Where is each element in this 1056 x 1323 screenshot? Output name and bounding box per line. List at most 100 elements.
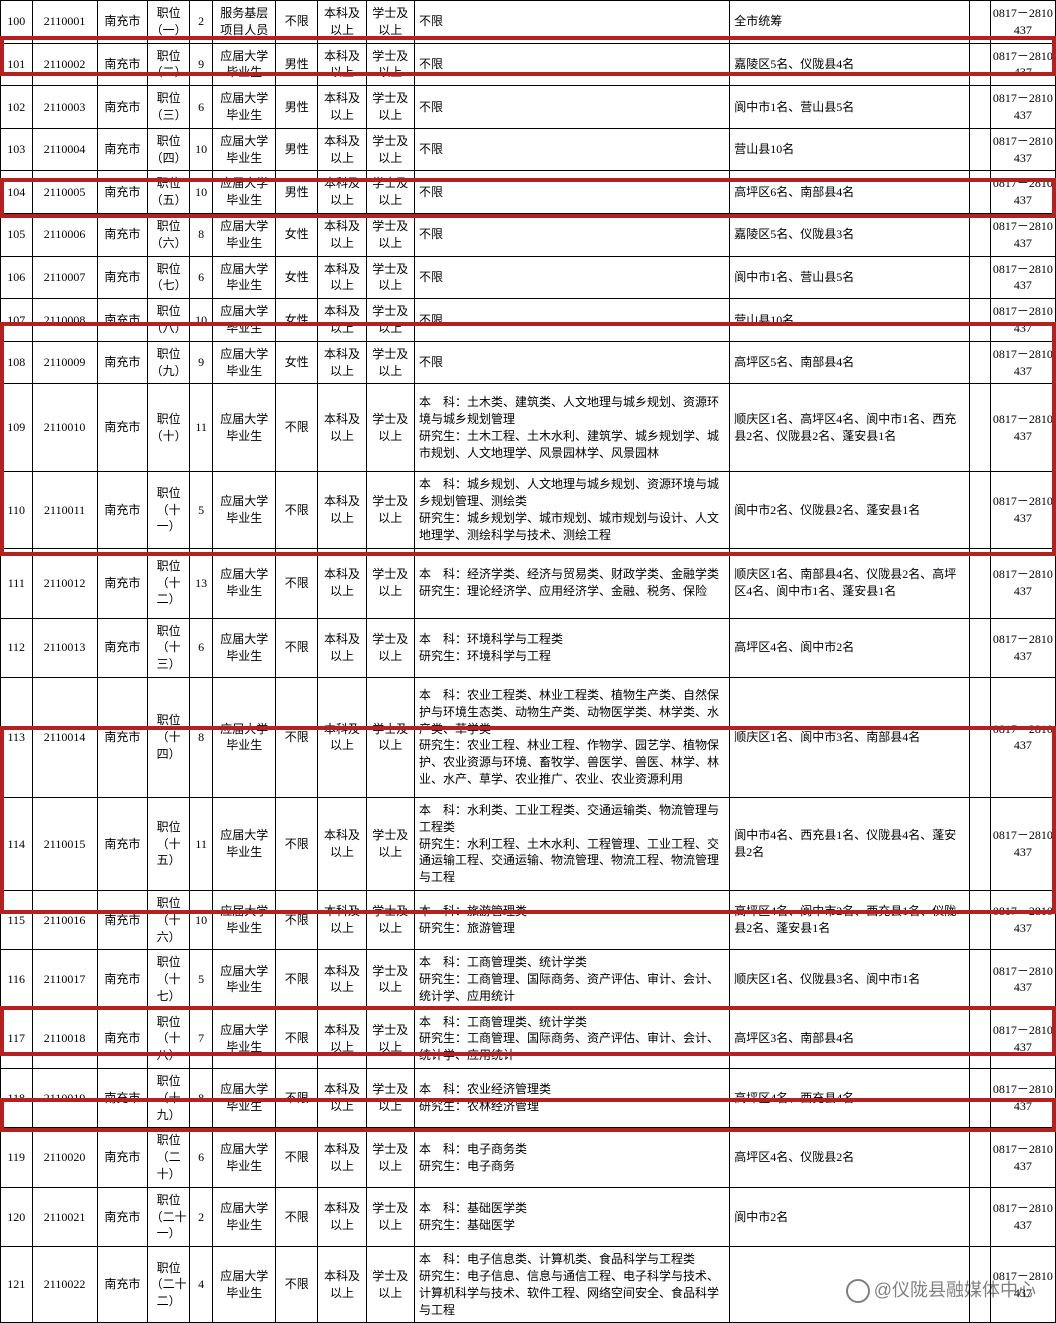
table-cell: 应届大学毕业生 <box>213 548 276 618</box>
table-cell: 0817－2810437 <box>990 1247 1055 1323</box>
table-cell: 11 <box>190 797 213 890</box>
table-cell: 0817－2810437 <box>990 548 1055 618</box>
table-cell: 职位（十七） <box>148 950 190 1009</box>
table-cell: 本 科：电子商务类研究生：电子商务 <box>414 1128 729 1187</box>
table-cell: 2110020 <box>32 1128 97 1187</box>
table-cell: 南充市 <box>97 213 147 256</box>
table-cell: 应届大学毕业生 <box>213 341 276 384</box>
table-cell: 不限 <box>276 472 318 548</box>
table-cell: 0817－2810437 <box>990 1 1055 44</box>
table-cell: 高坪区4名、仪陇县2名 <box>730 1128 970 1187</box>
table-cell: 南充市 <box>97 890 147 949</box>
table-cell <box>969 548 990 618</box>
table-cell: 本科及以上 <box>318 256 366 299</box>
table-cell <box>969 618 990 677</box>
table-cell: 不限 <box>276 950 318 1009</box>
table-cell: 0817－2810437 <box>990 1187 1055 1246</box>
table-cell: 不限 <box>276 890 318 949</box>
table-cell: 106 <box>1 256 33 299</box>
table-cell: 职位（五） <box>148 171 190 214</box>
table-cell: 不限 <box>276 677 318 797</box>
table-cell: 本科及以上 <box>318 171 366 214</box>
table-cell: 6 <box>190 1128 213 1187</box>
table-cell: 女性 <box>276 299 318 342</box>
table-cell: 2110009 <box>32 341 97 384</box>
table-cell: 男性 <box>276 128 318 171</box>
table-cell: 8 <box>190 1069 213 1128</box>
table-wrapper: 1002110001南充市职位（一）2服务基层项目人员不限本科及以上学士及以上不… <box>0 0 1056 1323</box>
table-cell: 本 科：环境科学与工程类研究生：环境科学与工程 <box>414 618 729 677</box>
table-cell: 应届大学毕业生 <box>213 677 276 797</box>
table-cell: 职位（三） <box>148 86 190 129</box>
table-cell: 职位（二） <box>148 43 190 86</box>
table-cell: 2110022 <box>32 1247 97 1323</box>
table-cell: 本科及以上 <box>318 213 366 256</box>
table-cell: 6 <box>190 86 213 129</box>
table-cell: 男性 <box>276 43 318 86</box>
table-cell: 男性 <box>276 171 318 214</box>
table-cell: 不限 <box>414 128 729 171</box>
table-cell <box>969 341 990 384</box>
table-cell: 职位（十） <box>148 384 190 472</box>
table-cell: 高坪区4名、阆中市2名、西充县1名、仪陇县2名、蓬安县1名 <box>730 890 970 949</box>
table-cell: 本科及以上 <box>318 472 366 548</box>
table-cell: 不限 <box>276 548 318 618</box>
table-cell: 女性 <box>276 341 318 384</box>
table-cell: 2110003 <box>32 86 97 129</box>
table-cell: 4 <box>190 1247 213 1323</box>
table-cell: 0817－2810437 <box>990 171 1055 214</box>
table-cell: 6 <box>190 256 213 299</box>
table-cell: 应届大学毕业生 <box>213 1069 276 1128</box>
data-table: 1002110001南充市职位（一）2服务基层项目人员不限本科及以上学士及以上不… <box>0 0 1056 1323</box>
table-cell: 0817－2810437 <box>990 384 1055 472</box>
table-row: 1122110013南充市职位（十三）6应届大学毕业生不限本科及以上学士及以上本… <box>1 618 1056 677</box>
table-cell: 南充市 <box>97 950 147 1009</box>
table-cell: 2110018 <box>32 1009 97 1068</box>
table-cell: 嘉陵区5名、仪陇县4名 <box>730 43 970 86</box>
table-cell: 0817－2810437 <box>990 1009 1055 1068</box>
table-cell: 不限 <box>414 213 729 256</box>
table-cell: 学士及以上 <box>366 86 414 129</box>
table-cell: 不限 <box>276 1187 318 1246</box>
table-cell: 不限 <box>276 618 318 677</box>
table-cell: 阆中市1名、营山县5名 <box>730 256 970 299</box>
table-cell: 2110014 <box>32 677 97 797</box>
table-cell: 116 <box>1 950 33 1009</box>
table-cell: 不限 <box>414 299 729 342</box>
table-cell: 职位（六） <box>148 213 190 256</box>
table-cell: 103 <box>1 128 33 171</box>
table-cell: 不限 <box>414 171 729 214</box>
table-cell: 顺庆区1名、仪陇县3名、阆中市1名 <box>730 950 970 1009</box>
table-cell: 不限 <box>276 1009 318 1068</box>
table-cell: 0817－2810437 <box>990 472 1055 548</box>
table-cell: 南充市 <box>97 384 147 472</box>
table-cell: 营山县10名 <box>730 299 970 342</box>
table-cell: 0817－2810437 <box>990 128 1055 171</box>
table-cell: 女性 <box>276 213 318 256</box>
table-cell: 应届大学毕业生 <box>213 256 276 299</box>
table-cell: 职位（九） <box>148 341 190 384</box>
table-cell: 120 <box>1 1187 33 1246</box>
table-cell: 男性 <box>276 86 318 129</box>
table-row: 1102110011南充市职位（十一）5应届大学毕业生不限本科及以上学士及以上本… <box>1 472 1056 548</box>
table-cell: 111 <box>1 548 33 618</box>
table-row: 1212110022南充市职位（二十二）4应届大学毕业生不限本科及以上学士及以上… <box>1 1247 1056 1323</box>
table-cell: 本科及以上 <box>318 299 366 342</box>
table-row: 1202110021南充市职位（二十一）2应届大学毕业生不限本科及以上学士及以上… <box>1 1187 1056 1246</box>
table-cell: 不限 <box>414 43 729 86</box>
table-cell: 5 <box>190 472 213 548</box>
table-cell: 南充市 <box>97 128 147 171</box>
table-cell: 2110015 <box>32 797 97 890</box>
table-cell: 南充市 <box>97 797 147 890</box>
table-cell: 营山县10名 <box>730 128 970 171</box>
table-cell: 0817－2810437 <box>990 890 1055 949</box>
table-cell: 职位（四） <box>148 128 190 171</box>
table-cell: 本科及以上 <box>318 1187 366 1246</box>
table-cell: 南充市 <box>97 1009 147 1068</box>
table-cell: 应届大学毕业生 <box>213 213 276 256</box>
table-cell: 本科及以上 <box>318 950 366 1009</box>
table-cell: 本 科：农业工程类、林业工程类、植物生产类、自然保护与环境生态类、动物生产类、动… <box>414 677 729 797</box>
table-cell: 学士及以上 <box>366 384 414 472</box>
table-cell: 9 <box>190 341 213 384</box>
table-cell: 全市统筹 <box>730 1 970 44</box>
